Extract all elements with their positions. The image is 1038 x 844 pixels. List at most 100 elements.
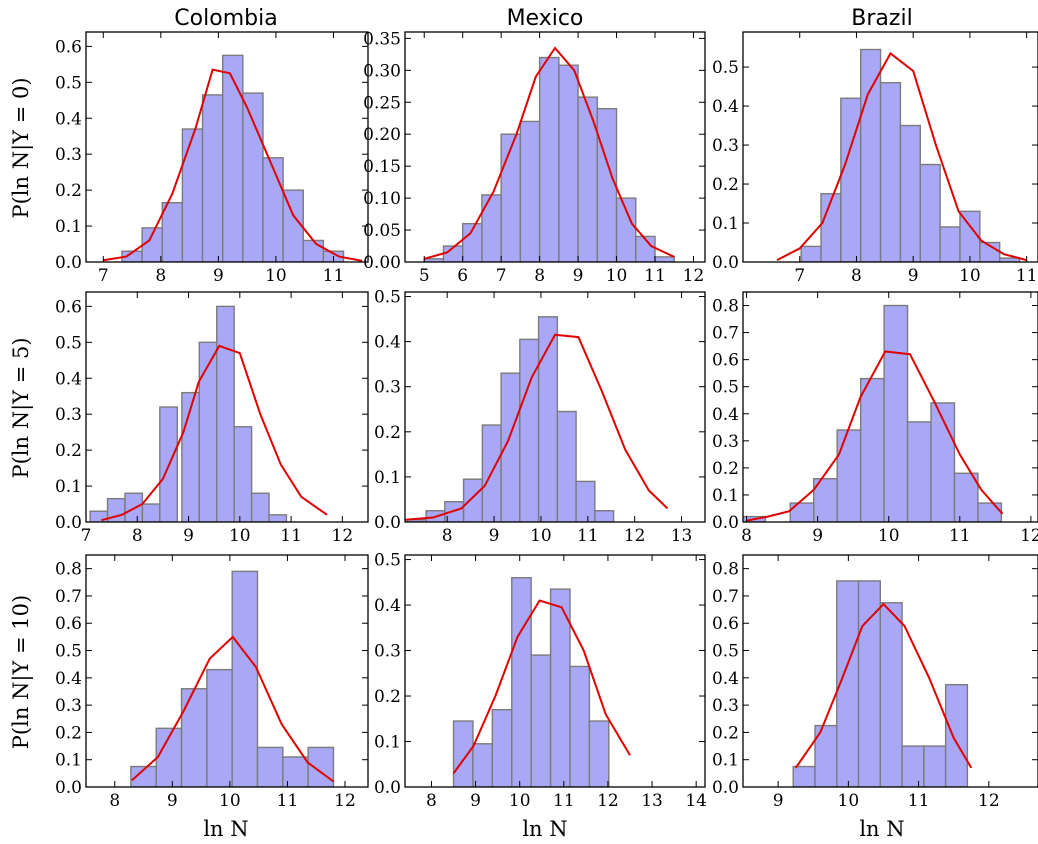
- x-tick-label: 6: [457, 266, 468, 286]
- y-tick-label: 0.5: [55, 73, 82, 93]
- histogram-bar: [836, 429, 862, 522]
- panel-colombia-0: 7 8 9 10 11 0.0 0.1 0.2 0.3 0.4 0.5 0.6: [55, 31, 369, 286]
- histogram-bar: [538, 56, 560, 262]
- y-tick-label: 0.5: [374, 551, 401, 571]
- y-tick-label: 0.1: [55, 217, 82, 237]
- panel-mexico-5: 8 9 10 11 12 13 0.0 0.1 0.2 0.3 0.4 0.5: [374, 288, 706, 546]
- histogram-bar: [906, 421, 932, 522]
- y-tick-label: 0.5: [374, 288, 401, 308]
- x-tick-label: 10: [606, 266, 628, 286]
- y-tick-label: 0.7: [55, 587, 82, 607]
- y-tick-label: 0.4: [55, 369, 82, 389]
- x-tick-label: 9: [908, 266, 919, 286]
- x-tick-label: 10: [878, 526, 900, 546]
- y-tick-label: 0.0: [712, 778, 739, 798]
- y-tick-label: 0.7: [712, 324, 739, 344]
- y-tick-label: 0.8: [712, 297, 739, 317]
- x-tick-label: 8: [534, 266, 545, 286]
- x-tick-label: 10: [509, 791, 531, 811]
- histogram-bar: [250, 492, 270, 522]
- histogram-bar: [198, 341, 218, 522]
- x-tick-label: 7: [98, 266, 109, 286]
- y-tick-label: 0.1: [55, 751, 82, 771]
- bars: [743, 304, 1003, 522]
- axes-frame: [404, 291, 706, 523]
- x-tick-label: 9: [470, 791, 481, 811]
- y-tick-label: 0.25: [363, 93, 401, 113]
- histogram-bar: [89, 510, 109, 522]
- panel-brazil-10: 9 10 11 12 0.0 0.1 0.2 0.3 0.4 0.5 0.6 0.7 0.8: [712, 554, 1038, 811]
- histogram-bar: [233, 426, 253, 522]
- histogram-bar: [977, 502, 1003, 522]
- y-tick-label: 0.5: [712, 58, 739, 78]
- y-tick-label: 0.2: [55, 723, 82, 743]
- y-tick-label: 0.5: [712, 642, 739, 662]
- histogram-bar: [859, 377, 885, 522]
- y-tick-label: 0.0: [55, 513, 82, 533]
- histogram-bar: [500, 133, 522, 262]
- x-tick-label: 7: [794, 266, 805, 286]
- y-tick-label: 0.2: [374, 687, 401, 707]
- panel-brazil-0: 7 8 9 10 11 0.0 0.1 0.2 0.3 0.4 0.5: [712, 31, 1038, 286]
- x-tick-label: 8: [741, 526, 752, 546]
- panel-brazil-5: 8 9 10 11 12 0.0 0.1 0.2 0.3 0.4 0.5 0.6 0.7 0.8: [712, 291, 1038, 546]
- x-tick-label: 8: [109, 791, 120, 811]
- histogram-bar: [558, 64, 579, 262]
- density-curve: [423, 46, 675, 260]
- xlabel-mexico: ln N: [522, 817, 567, 841]
- ylabel-row-2: P(ln N|Y = 10): [9, 595, 34, 749]
- ylabel-row-0: P(ln N|Y = 0): [9, 77, 34, 218]
- histogram-bar: [654, 256, 675, 262]
- histogram-bar: [216, 305, 235, 522]
- x-tick-label: 12: [1020, 526, 1038, 546]
- x-tick-label: 11: [553, 791, 575, 811]
- x-tick-label: 11: [644, 266, 666, 286]
- ylabel-row-1: P(ln N|Y = 5): [9, 337, 34, 478]
- x-tick-label: 11: [949, 526, 971, 546]
- bars: [121, 54, 345, 262]
- y-tick-label: 0.4: [712, 97, 739, 117]
- density-curve: [776, 51, 1027, 262]
- histogram-bar: [519, 120, 541, 262]
- y-tick-label: 0.4: [374, 333, 401, 353]
- density-curve: [794, 602, 973, 769]
- x-tick-label: 10: [265, 266, 287, 286]
- x-tick-label: 11: [908, 791, 930, 811]
- x-tick-label: 9: [489, 526, 500, 546]
- y-tick-label: 0.20: [363, 125, 401, 145]
- histogram-bar: [141, 503, 161, 522]
- density-curve: [131, 635, 335, 783]
- axes-frame: [404, 31, 706, 263]
- y-tick-label: 0.5: [712, 378, 739, 398]
- y-tick-label: 0.0: [374, 778, 401, 798]
- x-tick-label: 12: [683, 266, 705, 286]
- y-tick-label: 0.3: [55, 405, 82, 425]
- bars: [452, 577, 610, 787]
- axes-frame: [85, 31, 369, 263]
- histogram-bar: [462, 478, 484, 522]
- histogram-bar: [282, 756, 309, 787]
- y-tick-label: 0.2: [712, 459, 739, 479]
- x-tick-label: 9: [213, 266, 224, 286]
- histogram-bar: [944, 683, 969, 787]
- panel-colombia-10: 8 9 10 11 12 0.0 0.1 0.2 0.3 0.4 0.5 0.6 0.7 0.8: [55, 554, 369, 811]
- histogram-bar: [820, 193, 842, 262]
- x-tick-label: 11: [323, 266, 345, 286]
- column-title-mexico: Mexico: [507, 6, 584, 31]
- x-tick-label: 13: [671, 526, 693, 546]
- histogram-bar: [899, 124, 921, 262]
- panel-mexico-10: 8 9 10 11 12 13 14 0.0 0.1 0.2 0.3 0.4 0.5: [374, 551, 707, 811]
- y-tick-label: 0.1: [712, 751, 739, 771]
- x-tick-label: 12: [332, 526, 354, 546]
- bars: [89, 305, 288, 522]
- y-tick-label: 0.3: [712, 432, 739, 452]
- x-tick-label: 12: [334, 791, 356, 811]
- histogram-bar: [491, 708, 513, 787]
- y-tick-label: 0.35: [363, 29, 401, 49]
- axes-frame: [742, 291, 1038, 523]
- histogram-bar: [959, 210, 981, 262]
- y-tick-label: 0.0: [55, 253, 82, 273]
- x-tick-label: 10: [838, 791, 860, 811]
- y-tick-label: 0.30: [363, 61, 401, 81]
